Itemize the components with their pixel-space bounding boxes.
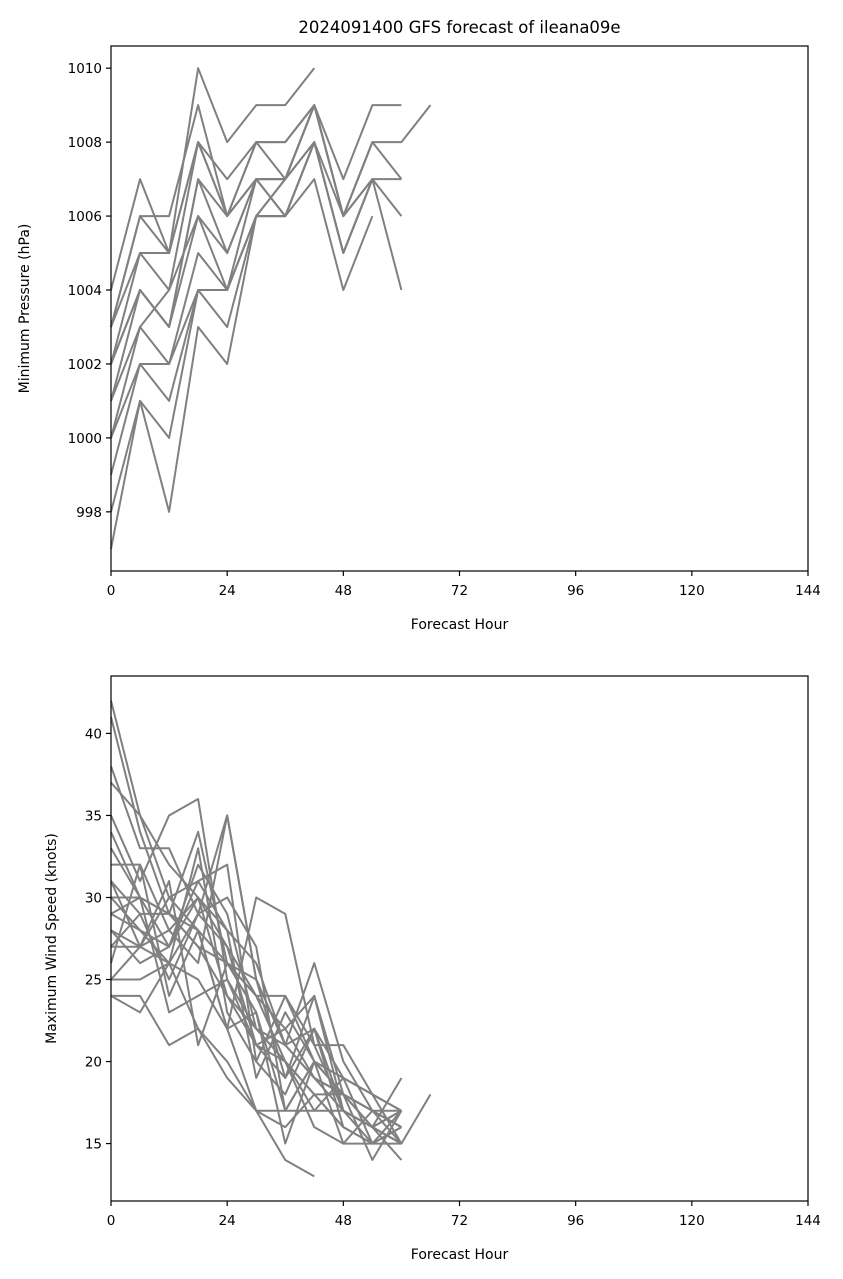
pressure-x-tick-label: 0	[107, 583, 116, 599]
wind-series-line-23	[110, 962, 402, 1145]
wind-series-group	[110, 700, 432, 1178]
wind-x-tick-label: 72	[451, 1213, 468, 1229]
pressure-series-line-3	[110, 104, 432, 328]
pressure-series-group	[110, 67, 432, 550]
pressure-x-tick-label: 144	[795, 583, 821, 599]
pressure-series-line-9	[110, 141, 374, 402]
wind-series-line-14	[110, 896, 402, 1145]
wind-y-axis-label: Maximum Wind Speed (knots)	[44, 833, 60, 1044]
wind-series-line-15	[110, 863, 402, 1112]
pressure-y-tick-label: 1006	[68, 209, 102, 225]
pressure-panel: 0 24 48 72 96 120 144 998 1000 1002 1004 1006 1008 10…	[17, 45, 821, 633]
wind-x-tick-label: 120	[679, 1213, 705, 1229]
wind-series-line-17	[111, 814, 403, 1161]
wind-y-tick-label: 20	[85, 1055, 102, 1071]
pressure-x-tick-label: 48	[335, 583, 352, 599]
wind-series-line-13	[110, 880, 402, 1112]
wind-x-axis-label: Forecast Hour	[411, 1247, 509, 1263]
pressure-y-tick-label: 1004	[68, 283, 102, 299]
wind-y-tick-label: 25	[85, 973, 102, 989]
wind-series-line-22	[111, 994, 345, 1129]
wind-y-tick-label: 35	[85, 808, 102, 824]
wind-speed-panel: 0 24 48 72 96 120 144 15 20 25 30 35 40 Forecast Hour…	[44, 675, 821, 1263]
wind-x-tick-label: 0	[107, 1213, 116, 1229]
pressure-series-line-14	[110, 104, 316, 550]
pressure-y-axis-label: Minimum Pressure (hPa)	[17, 224, 33, 394]
wind-x-tick-label: 144	[795, 1213, 821, 1229]
wind-y-tick-label: 40	[85, 726, 102, 742]
wind-x-tick-label: 48	[335, 1213, 352, 1229]
wind-x-tick-label: 96	[567, 1213, 584, 1229]
chart-title: 2024091400 GFS forecast of ileana09e	[298, 18, 620, 37]
pressure-y-tick-label: 1008	[68, 135, 102, 151]
pressure-series-line-11	[110, 178, 374, 439]
wind-y-tick-label: 15	[85, 1137, 102, 1153]
pressure-x-tick-label: 72	[451, 583, 468, 599]
wind-x-tick-label: 24	[219, 1213, 236, 1229]
pressure-x-tick-label: 120	[679, 583, 705, 599]
wind-y-tick-label: 30	[85, 890, 102, 906]
pressure-y-tick-label: 1000	[68, 431, 102, 447]
pressure-x-tick-label: 96	[567, 583, 584, 599]
pressure-series-line-1	[110, 67, 316, 291]
pressure-y-tick-label: 1010	[68, 61, 102, 77]
pressure-x-axis-label: Forecast Hour	[411, 617, 509, 633]
pressure-y-tick-label: 1002	[68, 357, 102, 373]
wind-series-line-21	[111, 962, 315, 1178]
pressure-y-tick-label: 998	[76, 505, 102, 521]
pressure-x-tick-label: 24	[219, 583, 236, 599]
